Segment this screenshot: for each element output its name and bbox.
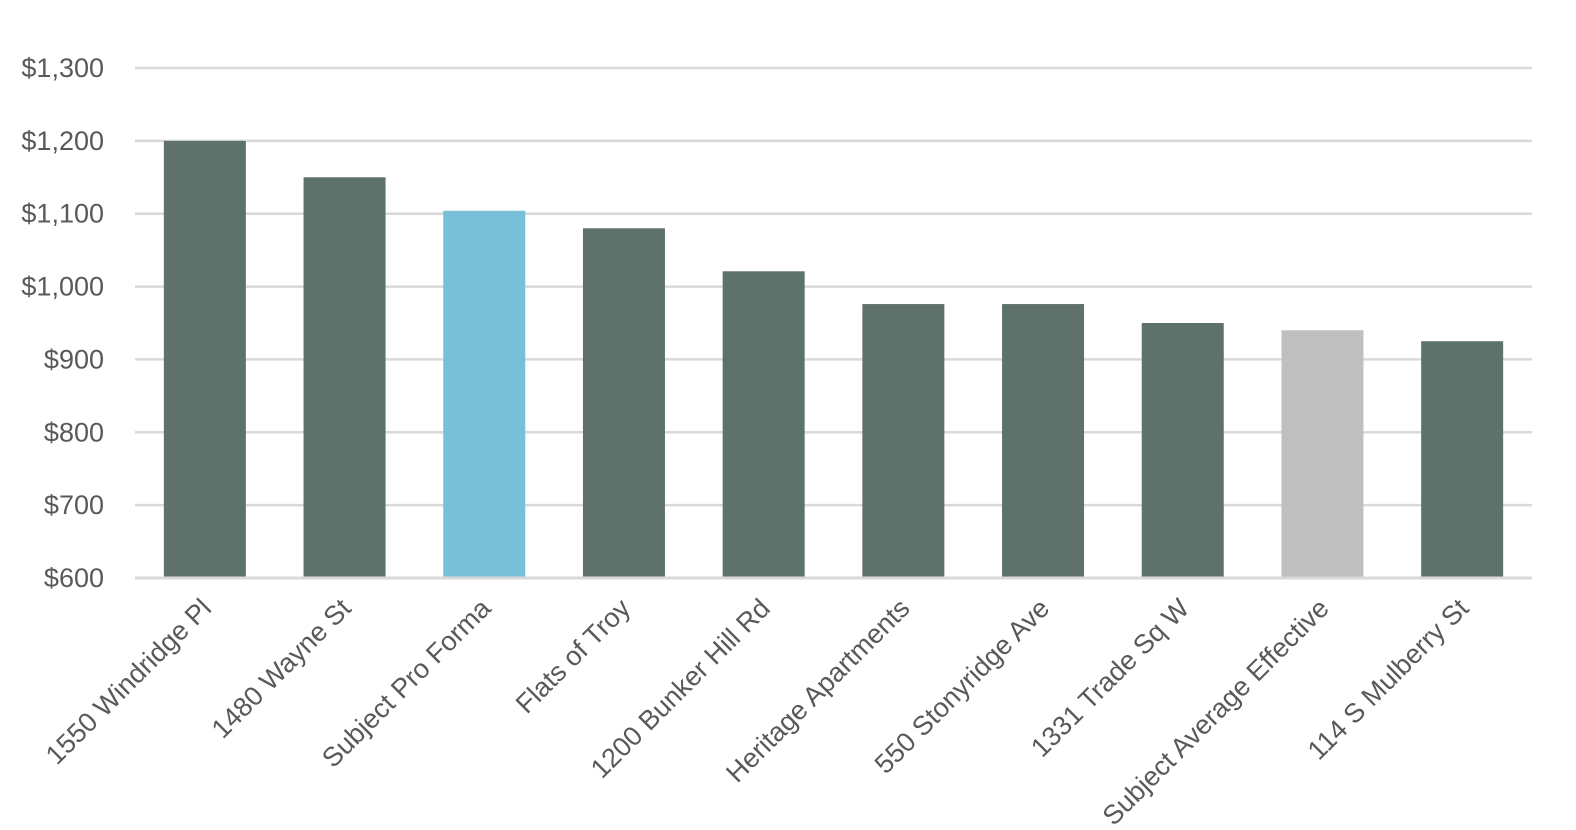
bar	[862, 304, 945, 578]
x-tick-label: Subject Average Effective	[1097, 593, 1335, 825]
y-axis-ticks: $600 $700 $800 $900 $1,000 $1,100 $1,200 $1,300	[21, 53, 104, 593]
y-tick-label: $1,100	[21, 199, 104, 229]
bar	[582, 228, 665, 579]
x-tick-label: 1480 Wayne St	[206, 593, 357, 744]
y-tick-label: $800	[44, 417, 104, 447]
bar	[722, 271, 805, 578]
bars	[135, 140, 1532, 580]
y-tick-label: $600	[44, 563, 104, 593]
bar	[1141, 323, 1224, 578]
bar	[1421, 341, 1504, 578]
y-tick-label: $900	[44, 344, 104, 374]
x-tick-label: 1550 Windridge Pl	[40, 593, 217, 770]
bar	[1002, 304, 1085, 578]
bar	[1281, 330, 1364, 578]
y-tick-label: $1,000	[21, 272, 104, 302]
bar	[443, 210, 526, 579]
y-tick-label: $1,300	[21, 53, 104, 83]
y-tick-label: $1,200	[21, 126, 104, 156]
x-tick-label: Flats of Troy	[510, 593, 637, 720]
bar	[163, 140, 246, 578]
y-tick-label: $700	[44, 490, 104, 520]
bar	[303, 177, 386, 579]
